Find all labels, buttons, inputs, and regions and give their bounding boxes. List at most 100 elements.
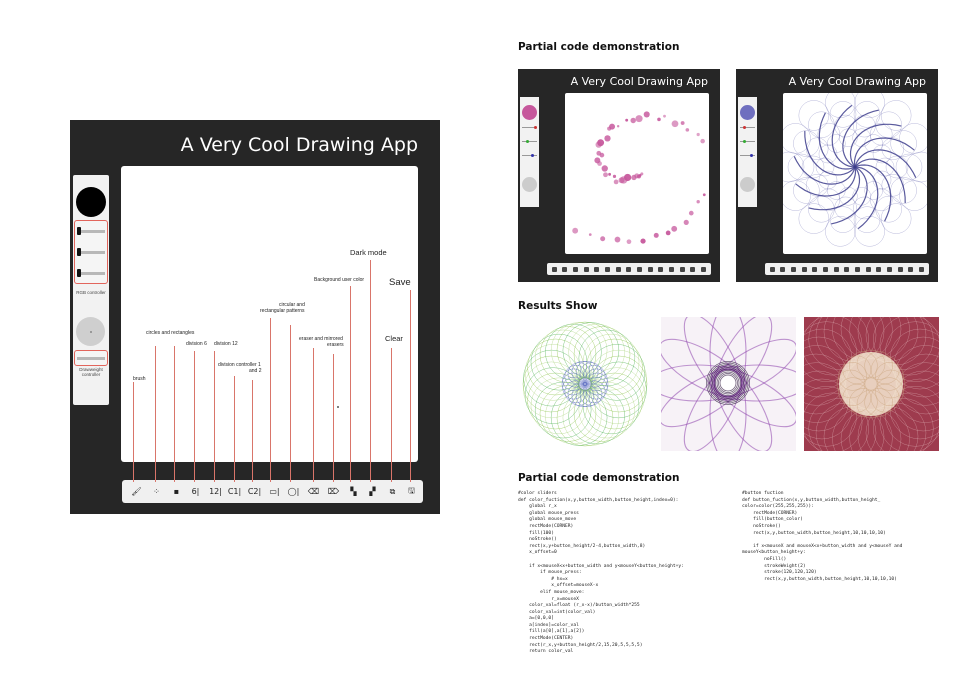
mini-toolbar [765,263,929,275]
mini-tool-icon [647,266,653,272]
mini-tool-icon [583,266,589,272]
result-green-spirograph [518,317,653,451]
dark-mode-tool[interactable]: ▞ [369,487,376,496]
callout-line-clear [391,348,392,482]
callout-line-divctrl1 [234,376,235,482]
rectangular-pattern-tool[interactable]: ▭| [269,487,280,496]
callout-darkmode: Dark mode [350,248,387,257]
callout-circrect-2: rectangular patterns [260,308,305,314]
drawing-app-window: A Very Cool Drawing App RGB controller D… [70,120,440,514]
circular-pattern-tool[interactable]: ◯| [287,487,300,496]
mini-tool-icon [562,266,568,272]
blue-slider-knob[interactable] [77,269,81,277]
mini-tool-icon [823,266,829,272]
callout-line-div6 [194,351,195,482]
callout-divctrl-2: and 2 [249,368,262,374]
blue-slider[interactable] [77,269,105,277]
mini-slider-g [740,140,755,143]
callout-line-squares [174,346,175,482]
callout-line-brush [133,382,134,482]
section-title-partial-bottom: Partial code demonstration [518,472,680,484]
mini-tool-icon [690,266,696,272]
pink-dots-drawing [572,111,706,245]
callout-bgcolor: Background user color [314,277,365,283]
callout-line-divctrl2 [252,380,253,482]
code-color-sliders: #color sliders def color_fuction(x,y,but… [518,491,684,655]
callout-line-rectpattern [270,318,271,482]
callout-line-bgcolor [350,286,351,482]
red-slider-knob[interactable] [77,227,81,235]
callout-line-darkmode [370,260,371,482]
weight-controller-caption: Drawweight controller [79,367,103,378]
callout-eraser-2: erasers [327,342,344,348]
mini-app-blue: A Very Cool Drawing App [736,69,938,282]
mini-slider-b [522,154,537,157]
result-red-lace-pattern [804,317,939,451]
mini-app-title: A Very Cool Drawing App [570,75,708,88]
save-tool[interactable]: 🖫 [408,485,415,495]
background-color-tool[interactable]: ▚ [350,487,357,496]
callout-div12: division 12 [214,341,238,347]
callout-clear: Clear [385,334,403,343]
callout-line-div12 [214,351,215,482]
mini-side-panel [520,97,539,207]
mini-weight-swatch [522,177,537,192]
circles-rectangles-tool[interactable]: ⁘ [153,487,160,496]
current-color-swatch [76,187,106,217]
squares-tool[interactable]: ▪ [173,487,180,496]
red-slider[interactable] [77,227,105,235]
mini-tool-icon [855,266,861,272]
brush-tool[interactable]: 🖌 [131,487,142,496]
canvas-dot [337,406,339,408]
callout-save: Save [389,277,411,288]
code-button-function: #button fuction def button_fuction(x,y,b… [742,491,903,582]
mini-slider-g [522,140,537,143]
mini-app-pink: A Very Cool Drawing App [518,69,720,282]
mini-tool-icon [780,266,786,272]
division-6-tool[interactable]: 6| [191,487,200,496]
rgb-controller-caption: RGB controller [76,290,106,295]
mini-tool-icon [594,266,600,272]
section-title-results: Results Show [518,300,598,312]
callout-circles: circles and rectangles [146,330,195,336]
division-controller-2-tool[interactable]: C2| [247,487,262,496]
section-title-partial-top: Partial code demonstration [518,41,680,53]
drawing-canvas[interactable] [121,166,418,462]
mini-tool-icon [637,266,643,272]
mini-tool-icon [812,266,818,272]
mini-side-panel [738,97,757,207]
mini-app-title: A Very Cool Drawing App [788,75,926,88]
mini-tool-icon [605,266,611,272]
mini-tool-icon [876,266,882,272]
callout-brush: brush [133,376,146,382]
mini-tool-icon [701,266,707,272]
app-title: A Very Cool Drawing App [180,134,418,156]
eraser-tool[interactable]: ⌫ [307,487,320,496]
division-12-tool[interactable]: 12| [209,487,222,496]
rgb-controller [74,220,108,284]
mini-slider-r [740,126,755,129]
green-slider[interactable] [77,248,105,256]
mini-tool-icon [658,266,664,272]
callout-divctrl-1: division controller 1 [218,362,261,368]
callout-eraser-1: eraser and mirrored [299,336,343,342]
mini-tool-icon [919,266,925,272]
mini-color-swatch [740,105,755,120]
callout-line-save [410,290,411,482]
mini-tool-icon [551,266,557,272]
weight-slider[interactable] [77,357,105,360]
blue-spirograph-drawing [773,87,937,247]
mini-slider-r [522,126,537,129]
mirrored-eraser-tool[interactable]: ⌦ [327,487,340,496]
mini-tool-icon [887,266,893,272]
mini-tool-icon [865,266,871,272]
drawweight-controller [74,350,108,366]
mini-tool-icon [791,266,797,272]
division-controller-1-tool[interactable]: C1| [227,487,242,496]
clear-tool[interactable]: ⧉ [389,486,396,496]
mini-tool-icon [669,266,675,272]
callout-circrect-1: circular and [279,302,305,308]
result-purple-pattern [661,317,796,451]
callout-line-eraser [313,348,314,482]
green-slider-knob[interactable] [77,248,81,256]
